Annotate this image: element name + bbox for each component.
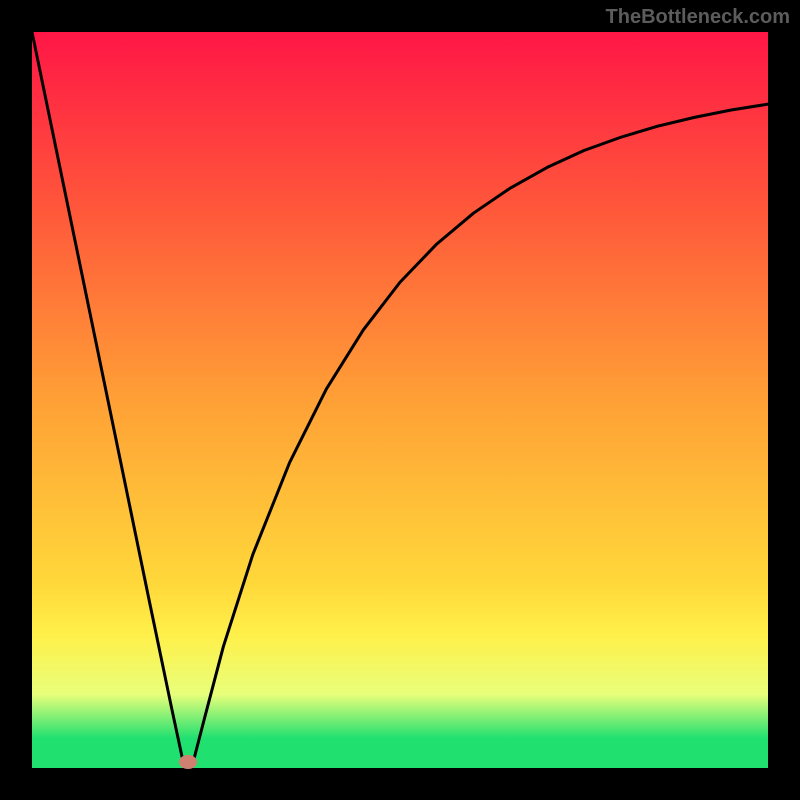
minimum-marker	[179, 755, 197, 769]
watermark-text: TheBottleneck.com	[606, 6, 790, 29]
curve-svg	[0, 0, 800, 800]
bottleneck-curve	[32, 32, 768, 767]
chart-container: TheBottleneck.com	[0, 0, 800, 800]
